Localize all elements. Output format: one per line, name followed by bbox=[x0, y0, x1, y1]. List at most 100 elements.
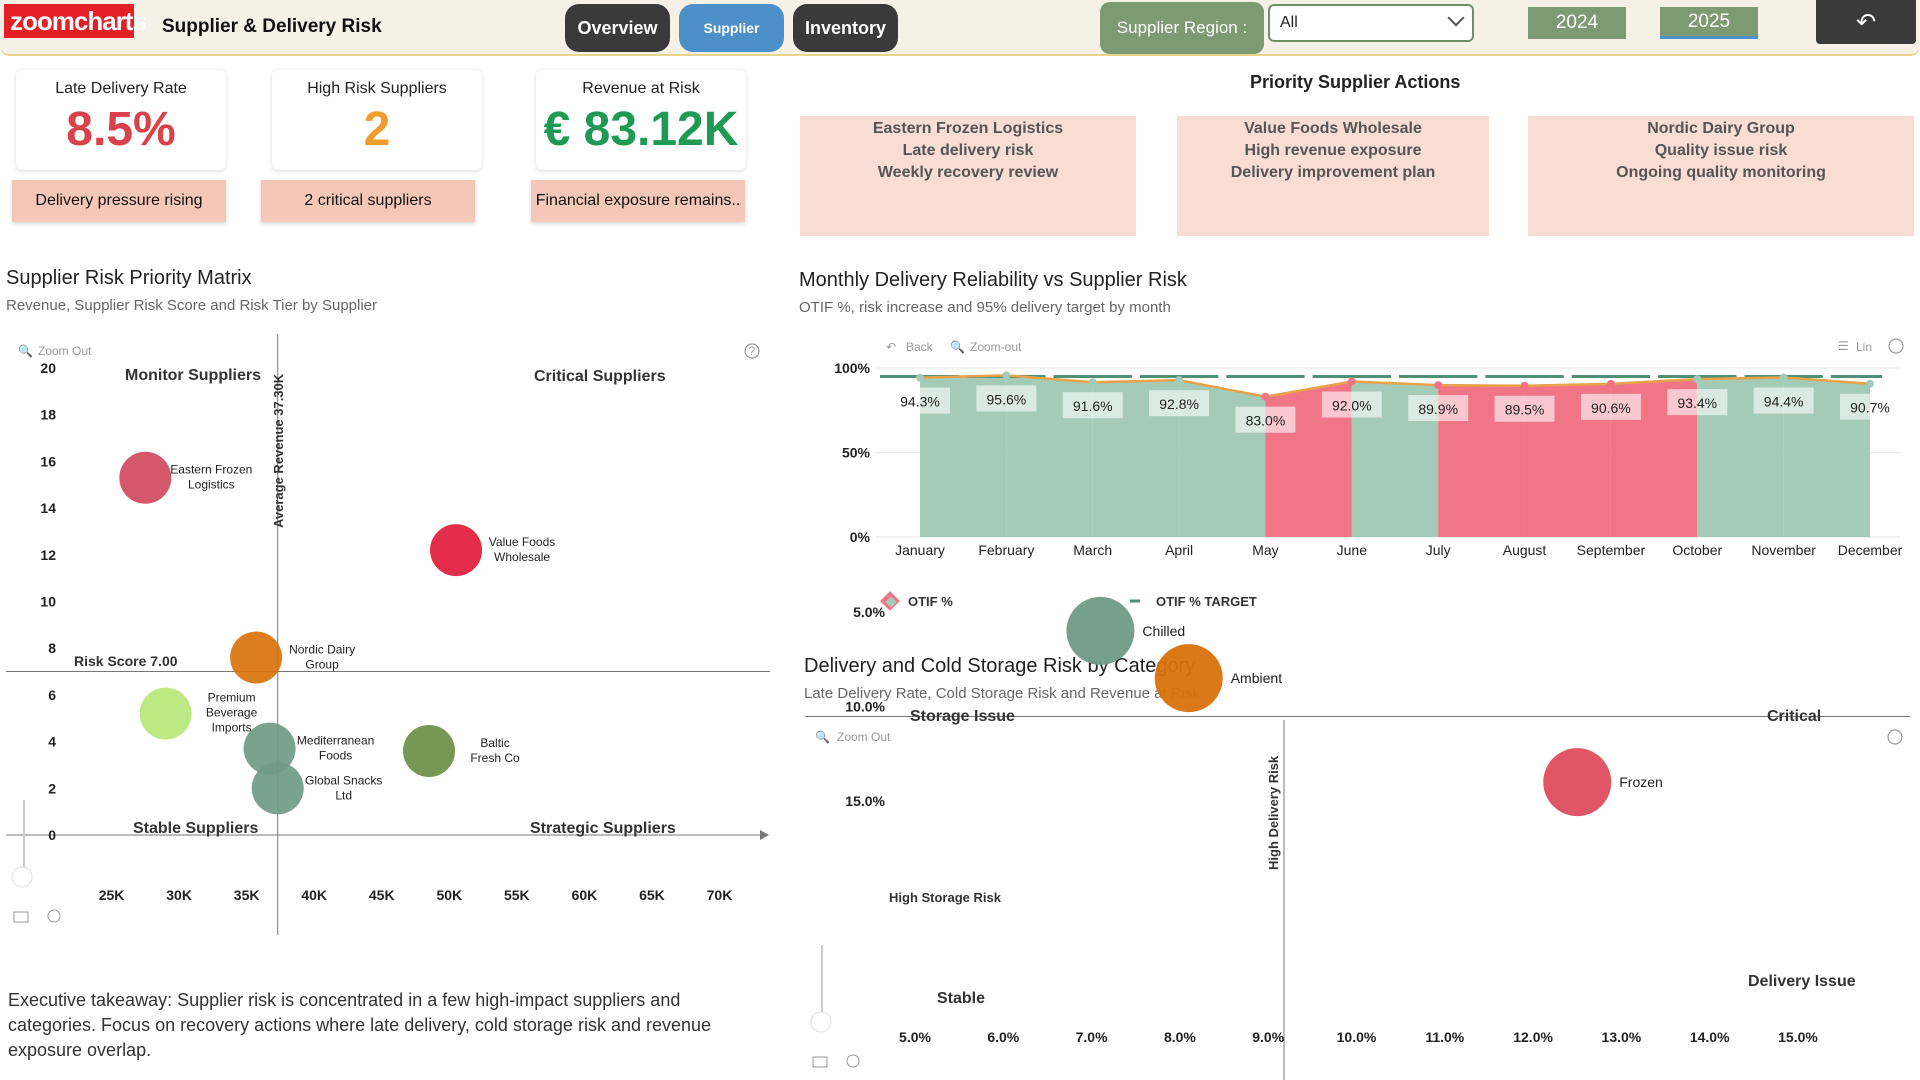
zoom-out-label: Zoom-out bbox=[970, 340, 1022, 354]
quadrant-label-critical: Critical Suppliers bbox=[534, 368, 666, 385]
x-tick-label: 8.0% bbox=[1164, 1029, 1196, 1045]
bubble-baltic-fresh-co[interactable] bbox=[403, 724, 456, 777]
bubble-label: Nordic Dairy bbox=[289, 643, 355, 657]
lasso-icon[interactable] bbox=[47, 909, 61, 923]
x-tick-label: 12.0% bbox=[1513, 1029, 1553, 1045]
x-tick-label: February bbox=[978, 542, 1034, 558]
otif-point[interactable] bbox=[916, 373, 924, 382]
lasso-icon[interactable] bbox=[846, 1054, 860, 1068]
x-tick-label: 11.0% bbox=[1425, 1029, 1464, 1045]
x-tick-label: 13.0% bbox=[1602, 1029, 1642, 1045]
help-icon[interactable] bbox=[1887, 729, 1903, 745]
list-icon: ☰ bbox=[1838, 339, 1849, 353]
supplier-region-dropdown[interactable]: All bbox=[1268, 4, 1474, 42]
otif-point[interactable] bbox=[1520, 381, 1529, 390]
data-label: 89.5% bbox=[1505, 402, 1545, 418]
bubble-label: Logistics bbox=[188, 478, 235, 492]
otif-point[interactable] bbox=[1175, 376, 1184, 385]
bubble-label: Beverage bbox=[206, 706, 258, 720]
bubble-label: Group bbox=[305, 658, 339, 672]
otif-point[interactable] bbox=[1693, 375, 1702, 384]
zoomcharts-logo: zoomcharts bbox=[4, 4, 147, 38]
otif-point[interactable] bbox=[1347, 377, 1356, 386]
x-tick-label: 70K bbox=[707, 887, 733, 903]
legend-item-otif[interactable]: OTIF % bbox=[880, 591, 953, 611]
otif-point[interactable] bbox=[1088, 378, 1097, 387]
high-storage-risk-label: High Storage Risk bbox=[889, 890, 1002, 905]
year-2025-button[interactable]: 2025 bbox=[1660, 7, 1758, 39]
bubble-premium-beverage-imports[interactable] bbox=[139, 687, 192, 740]
bubble-mediterranean-foods[interactable] bbox=[243, 722, 296, 775]
y-tick-label: 16 bbox=[40, 453, 56, 469]
otif-point[interactable] bbox=[1779, 373, 1788, 382]
bubble-nordic-dairy-group[interactable] bbox=[230, 631, 283, 684]
y-tick-label: 12 bbox=[40, 547, 56, 563]
kpi-note: Delivery pressure rising bbox=[12, 180, 226, 222]
nav-inventory-button[interactable]: Inventory bbox=[793, 4, 898, 52]
zoom-slider[interactable] bbox=[810, 945, 832, 1033]
bubble-label: Fresh Co bbox=[470, 751, 520, 765]
kpi-high-risk-suppliers: High Risk Suppliers 2 bbox=[272, 70, 482, 170]
image-export-icon[interactable] bbox=[13, 911, 29, 923]
image-export-icon[interactable] bbox=[812, 1056, 828, 1068]
otif-point[interactable] bbox=[1866, 379, 1874, 388]
y-tick-label: 100% bbox=[834, 360, 870, 376]
otif-point[interactable] bbox=[1261, 392, 1270, 401]
otif-line bbox=[919, 374, 1871, 399]
bubble-eastern-frozen-logistics[interactable] bbox=[119, 451, 172, 504]
bubble-value-foods-wholesale[interactable] bbox=[430, 524, 483, 577]
legend: OTIF % OTIF % TARGET bbox=[880, 591, 1257, 611]
scale-toggle-button[interactable]: ☰ Lin bbox=[1838, 339, 1872, 354]
bubble-chilled[interactable] bbox=[1066, 596, 1135, 665]
nav-overview-button[interactable]: Overview bbox=[565, 4, 670, 52]
bubble-frozen[interactable] bbox=[1543, 748, 1612, 817]
bubble-label: Global Snacks bbox=[305, 773, 382, 787]
monthly-reliability-chart[interactable]: ↶ Back 🔍 Zoom-out ☰ Lin 0% 50% 100% 94.3% Ja… bbox=[790, 330, 1920, 630]
back-icon[interactable]: ↶ bbox=[1816, 0, 1916, 44]
kpi-value: € 83.12K bbox=[543, 103, 739, 156]
zoom-out-button[interactable]: 🔍 Zoom-out bbox=[950, 339, 1022, 354]
x-tick-label: June bbox=[1337, 542, 1368, 558]
zoom-out-button[interactable]: 🔍 Zoom Out bbox=[18, 343, 92, 358]
quadrant-label-stable: Stable Suppliers bbox=[133, 820, 258, 837]
help-button[interactable]: ? bbox=[744, 343, 760, 359]
quadrant-label-stable: Stable bbox=[937, 990, 985, 1007]
cold-storage-risk-chart[interactable]: 🔍 Zoom Out 5.0% 10.0% 15.0% 5.0% 6.0% 7.0% 8.0… bbox=[795, 596, 1920, 1080]
bubble-ambient[interactable] bbox=[1154, 644, 1223, 713]
back-button[interactable]: ↶ Back bbox=[886, 340, 934, 354]
x-tick-label: 5.0% bbox=[899, 1029, 931, 1045]
year-2024-button[interactable]: 2024 bbox=[1528, 7, 1626, 39]
bubble-global-snacks-ltd[interactable] bbox=[251, 762, 304, 815]
kpi-label: Revenue at Risk bbox=[582, 80, 700, 97]
priority-action-card: Nordic Dairy Group Quality issue risk On… bbox=[1528, 116, 1914, 236]
x-tick-label: 45K bbox=[369, 887, 395, 903]
otif-point[interactable] bbox=[1434, 381, 1443, 390]
supplier-risk-matrix-chart[interactable]: 🔍 Zoom Out ? 0 2 4 6 8 10 12 14 16 18 20 25K 30K 35K 4… bbox=[0, 330, 790, 950]
bubble-label: Frozen bbox=[1619, 774, 1663, 790]
otif-point[interactable] bbox=[1002, 371, 1011, 380]
bubble-label: Wholesale bbox=[494, 550, 550, 564]
x-tick-label: 25K bbox=[99, 887, 125, 903]
x-tick-label: 14.0% bbox=[1690, 1029, 1730, 1045]
otif-point[interactable] bbox=[1606, 379, 1615, 388]
data-label-bg bbox=[890, 387, 950, 414]
area-segment bbox=[1524, 383, 1611, 537]
bubble-label: Mediterranean bbox=[297, 734, 374, 748]
kpi-late-delivery-rate: Late Delivery Rate 8.5% bbox=[16, 70, 226, 170]
x-tick-label: 60K bbox=[572, 887, 598, 903]
legend-item-target[interactable]: OTIF % TARGET bbox=[1130, 594, 1257, 609]
data-label-bg bbox=[1062, 392, 1123, 419]
kpi-value: 2 bbox=[363, 103, 391, 156]
x-tick-label: 55K bbox=[504, 887, 530, 903]
zoom-slider[interactable] bbox=[11, 800, 33, 888]
zoom-slider-handle[interactable] bbox=[810, 1011, 832, 1033]
zoom-slider-handle[interactable] bbox=[11, 866, 33, 888]
zoom-out-button[interactable]: 🔍 Zoom Out bbox=[815, 729, 891, 744]
supplier-region-label: Supplier Region : bbox=[1100, 2, 1264, 54]
help-icon[interactable] bbox=[1888, 338, 1904, 354]
cold-title: Delivery and Cold Storage Risk by Catego… bbox=[804, 655, 1196, 677]
data-label: 92.8% bbox=[1159, 396, 1199, 412]
action-supplier: Value Foods Wholesale bbox=[1244, 120, 1422, 137]
priority-action-card: Value Foods Wholesale High revenue expos… bbox=[1177, 116, 1489, 236]
nav-supplier-button[interactable]: Supplier bbox=[679, 4, 784, 52]
